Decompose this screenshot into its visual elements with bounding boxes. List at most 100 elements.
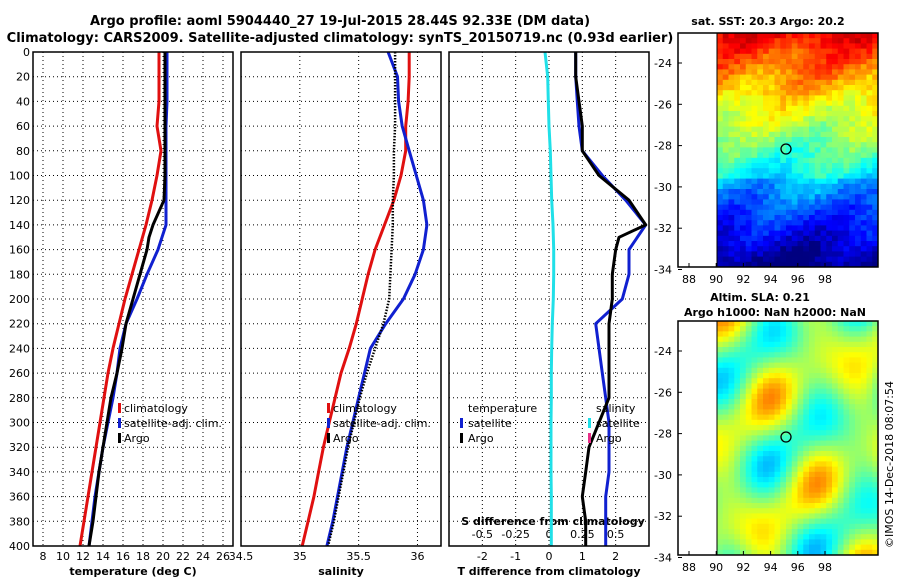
map-cell bbox=[860, 492, 867, 499]
map-cell bbox=[797, 220, 804, 226]
map-cell bbox=[722, 199, 729, 205]
map-cell bbox=[849, 466, 856, 473]
map-cell bbox=[837, 168, 844, 174]
map-cell bbox=[809, 367, 816, 374]
map-cell bbox=[843, 352, 850, 358]
map-cell bbox=[734, 445, 741, 452]
map-cell bbox=[855, 189, 862, 195]
map-cell bbox=[814, 163, 821, 169]
map-cell bbox=[763, 220, 770, 226]
map-cell bbox=[860, 440, 867, 447]
map-cell bbox=[717, 492, 724, 499]
map-cell bbox=[722, 497, 729, 504]
depth-tick-label: 100 bbox=[9, 170, 30, 183]
map-cell bbox=[740, 173, 747, 179]
map-cell bbox=[820, 466, 827, 473]
map-cell bbox=[803, 204, 810, 211]
map-cell bbox=[826, 399, 833, 405]
map-cell bbox=[826, 503, 833, 509]
map-cell bbox=[866, 116, 873, 122]
map-cell bbox=[860, 142, 867, 148]
map-cell bbox=[837, 38, 844, 44]
map-cell bbox=[855, 336, 862, 343]
map-cell bbox=[717, 241, 724, 247]
map-cell bbox=[734, 121, 741, 127]
map-cell bbox=[745, 189, 752, 195]
map-cell bbox=[797, 105, 804, 112]
map-cell bbox=[803, 321, 810, 327]
map-cell bbox=[837, 399, 844, 405]
map-cell bbox=[814, 518, 821, 525]
map-cell bbox=[786, 492, 793, 499]
map-cell bbox=[809, 336, 816, 343]
map-cell bbox=[763, 341, 770, 348]
top-tick-label: -0.5 bbox=[472, 528, 493, 541]
map-cell bbox=[797, 352, 804, 358]
map-cell bbox=[837, 225, 844, 231]
map-cell bbox=[820, 261, 827, 268]
map-cell bbox=[740, 409, 747, 415]
map-cell bbox=[843, 111, 850, 117]
map-cell bbox=[832, 64, 839, 70]
map-cell bbox=[786, 53, 793, 60]
map-cell bbox=[740, 220, 747, 226]
map-cell bbox=[860, 220, 867, 226]
map-cell bbox=[768, 414, 775, 421]
legend-swatch bbox=[327, 433, 330, 443]
map-cell bbox=[780, 225, 787, 231]
map-cell bbox=[791, 225, 798, 231]
map-cell bbox=[734, 183, 741, 190]
map-cell bbox=[814, 513, 821, 519]
map-cell bbox=[763, 261, 770, 268]
map-cell bbox=[734, 549, 741, 556]
map-cell bbox=[740, 209, 747, 216]
map-cell bbox=[820, 215, 827, 221]
map-cell bbox=[855, 215, 862, 221]
map-cell bbox=[866, 69, 873, 75]
map-cell bbox=[849, 152, 856, 159]
map-cell bbox=[717, 513, 724, 519]
map-cell bbox=[855, 393, 862, 400]
map-cell bbox=[797, 482, 804, 488]
map-cell bbox=[728, 256, 735, 263]
map-cell bbox=[820, 430, 827, 436]
map-cell bbox=[745, 461, 752, 467]
map-cell bbox=[717, 497, 724, 504]
map-cell bbox=[768, 518, 775, 525]
map-cell bbox=[740, 38, 747, 44]
map-cell bbox=[740, 137, 747, 143]
map-cell bbox=[757, 336, 764, 343]
map-cell bbox=[797, 90, 804, 96]
map-cell bbox=[745, 419, 752, 426]
map-cell bbox=[791, 246, 798, 252]
map-cell bbox=[751, 85, 758, 91]
map-cell bbox=[717, 137, 724, 143]
map-cell bbox=[722, 53, 729, 60]
map-cell bbox=[722, 183, 729, 190]
map-cell bbox=[722, 194, 729, 200]
map-cell bbox=[826, 513, 833, 519]
map-cell bbox=[866, 261, 873, 268]
map-cell bbox=[734, 95, 741, 101]
map-cell bbox=[717, 341, 724, 348]
map-cell bbox=[751, 362, 758, 369]
map-cell bbox=[809, 477, 816, 483]
map-cell bbox=[872, 513, 879, 519]
map-cell bbox=[843, 215, 850, 221]
map-cell bbox=[791, 147, 798, 153]
map-cell bbox=[774, 157, 781, 164]
map-cell bbox=[774, 246, 781, 252]
map-cell bbox=[791, 404, 798, 410]
map-cell bbox=[780, 544, 787, 551]
map-cell bbox=[774, 461, 781, 467]
map-cell bbox=[855, 142, 862, 148]
map-cell bbox=[843, 435, 850, 441]
map-cell bbox=[745, 321, 752, 327]
map-cell bbox=[768, 529, 775, 535]
map-cell bbox=[774, 414, 781, 421]
map-cell bbox=[832, 90, 839, 96]
map-cell bbox=[751, 178, 758, 185]
map-cell bbox=[763, 235, 770, 242]
map-cell bbox=[722, 508, 729, 514]
map-cell bbox=[820, 85, 827, 91]
